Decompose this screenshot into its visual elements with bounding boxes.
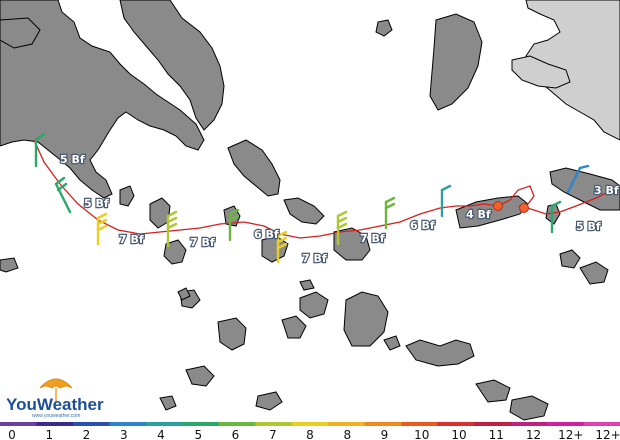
island-kalymnos — [579, 261, 609, 285]
scale-swatch — [218, 422, 256, 426]
island-chios — [429, 13, 483, 111]
scale-label: 10 — [414, 428, 429, 440]
island-astypalaia — [509, 395, 549, 421]
land-layer — [0, 0, 620, 421]
island-small-2 — [177, 287, 191, 301]
waypoint-marker-1 — [493, 201, 503, 211]
scale-label: 0 — [8, 428, 16, 440]
scale-swatch — [255, 422, 293, 426]
island-small-4 — [383, 335, 401, 351]
wind-label: 7 Bf — [302, 252, 327, 265]
scale-swatch — [364, 422, 402, 426]
mainland-attica — [0, 0, 205, 199]
wind-barb-icon — [550, 200, 562, 234]
wind-label: 6 Bf — [254, 228, 279, 241]
wind-barb-icon — [336, 210, 348, 246]
scale-label: 10 — [451, 428, 466, 440]
wind-labels: 5 Bf 5 Bf 7 Bf 7 Bf 6 Bf 7 Bf 7 Bf 6 Bf … — [59, 152, 620, 266]
scale-label: 12+ — [595, 428, 620, 440]
wind-label: 5 Bf — [84, 197, 109, 210]
scale-swatch — [0, 422, 37, 426]
scale-label: 12 — [526, 428, 541, 440]
waypoint-marker-2 — [519, 203, 529, 213]
scale-label: 7 — [269, 428, 277, 440]
scale-label: 8 — [343, 428, 351, 440]
island-serifos — [163, 239, 187, 265]
island-ios — [281, 315, 307, 339]
scale-label: 1 — [45, 428, 53, 440]
youweather-logo[interactable]: YouWeather www.youweather.com — [6, 378, 104, 419]
island-small-3 — [299, 279, 315, 291]
route-layer — [33, 139, 613, 239]
wind-label: 3 Bf — [594, 184, 619, 197]
wind-barb-icon — [34, 132, 46, 168]
island-andros — [227, 139, 281, 197]
island-euboea-south — [119, 0, 225, 131]
wind-barb-icon — [96, 212, 108, 246]
island-milos — [217, 317, 247, 351]
scale-swatch — [72, 422, 110, 426]
scale-swatch — [145, 422, 183, 426]
scale-label: 11 — [489, 428, 504, 440]
scale-swatch — [182, 422, 220, 426]
logo-brand-text: YouWeather — [6, 395, 104, 414]
scale-swatch — [437, 422, 475, 426]
island-sikinos — [255, 391, 283, 411]
beaufort-scale: 0 1 2 3 4 5 6 7 8 8 9 10 10 11 12 12+ 12+ — [0, 422, 620, 440]
island-naxos — [333, 227, 371, 261]
scale-swatch — [291, 422, 329, 426]
island-samos — [549, 167, 620, 211]
island-folegandros — [185, 365, 215, 387]
wind-label: 4 Bf — [466, 208, 491, 221]
wind-barb-icon — [566, 164, 590, 194]
island-tinos — [283, 197, 325, 225]
umbrella-icon — [39, 378, 73, 389]
island-aegina — [0, 17, 41, 49]
scale-label: 8 — [306, 428, 314, 440]
scale-swatch — [36, 422, 74, 426]
route-line — [33, 139, 613, 239]
wind-barb-icon — [228, 208, 240, 242]
asia-minor-peninsula — [511, 55, 571, 89]
scale-swatch — [547, 422, 585, 426]
logo-url: www.youweather.com — [32, 413, 80, 419]
wind-label: 7 Bf — [190, 236, 215, 249]
scale-label: 9 — [381, 428, 389, 440]
scale-swatch — [328, 422, 366, 426]
island-small-1 — [0, 257, 19, 273]
wind-barb-icon — [276, 230, 288, 264]
scale-swatch — [583, 422, 620, 426]
island-amorgos — [343, 291, 389, 347]
wind-barb-icon — [166, 210, 178, 248]
island-leros — [559, 249, 581, 269]
island-thira — [405, 339, 475, 367]
wind-barbs — [34, 132, 590, 264]
wind-label: 5 Bf — [576, 220, 601, 233]
scale-label: 2 — [83, 428, 91, 440]
scale-swatch — [510, 422, 548, 426]
island-kea — [119, 185, 135, 207]
wind-label: 6 Bf — [410, 219, 435, 232]
wind-barb-icon — [54, 176, 72, 214]
island-psara — [375, 19, 393, 37]
scale-label: 5 — [194, 428, 202, 440]
wind-barb-icon — [384, 196, 396, 230]
wind-barb-icon — [440, 184, 452, 218]
scale-label: 4 — [157, 428, 165, 440]
wind-label: 5 Bf — [60, 153, 85, 166]
scale-label: 12+ — [558, 428, 583, 440]
island-anafi — [475, 379, 511, 403]
scale-swatch — [474, 422, 512, 426]
scale-swatch — [401, 422, 439, 426]
scale-label: 3 — [120, 428, 128, 440]
wind-label: 7 Bf — [119, 233, 144, 246]
scale-swatch — [109, 422, 147, 426]
scale-label: 6 — [232, 428, 240, 440]
island-kimolos — [159, 395, 177, 411]
island-mykonos — [261, 235, 289, 263]
wind-label: 7 Bf — [360, 232, 385, 245]
island-paros — [299, 291, 329, 319]
